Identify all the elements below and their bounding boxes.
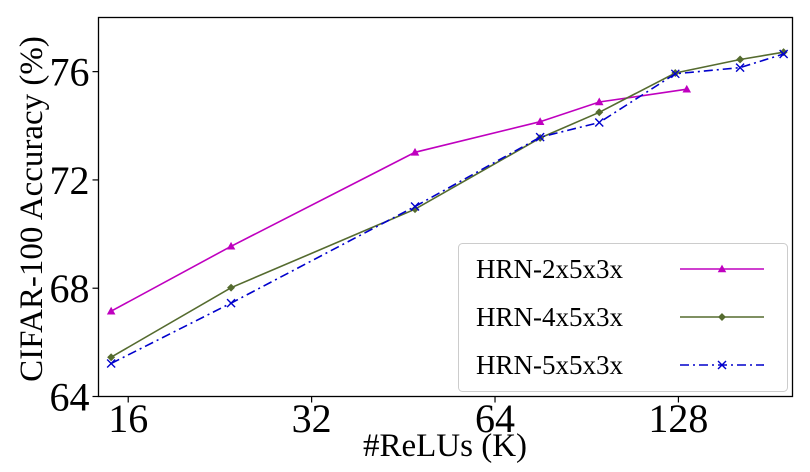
- data-point: [594, 118, 604, 128]
- marker-stroke: [717, 360, 727, 370]
- data-point: [779, 49, 789, 59]
- x-tick-label: 16: [108, 396, 148, 441]
- data-point: [410, 147, 420, 156]
- data-point: [107, 353, 116, 362]
- data-point: [735, 63, 745, 73]
- legend-swatch-marker: [717, 360, 727, 370]
- marker-stroke: [779, 49, 789, 59]
- legend: HRN-2x5x3x HRN-4x5x3x HRN-5x5x3x: [458, 243, 788, 392]
- data-point: [226, 298, 236, 308]
- legend-label: HRN-2x5x3x: [476, 254, 623, 284]
- marker-stroke: [735, 63, 745, 73]
- x-tick-label: 128: [648, 396, 708, 441]
- series-layer: [106, 48, 789, 368]
- x-axis: 16 32 64 128: [108, 396, 708, 441]
- y-tick-label: 68: [50, 266, 90, 311]
- y-axis-title: CIFAR-100 Accuracy (%): [14, 36, 50, 382]
- x-tick-label: 64: [475, 396, 515, 441]
- data-point: [226, 241, 236, 250]
- marker-stroke: [535, 132, 545, 142]
- data-point: [106, 306, 116, 315]
- series-3: [106, 49, 789, 368]
- data-point: [106, 358, 116, 368]
- legend-box: [458, 243, 788, 392]
- plot-frame: [97, 16, 794, 398]
- legend-swatch-marker: [717, 264, 727, 273]
- series-line: [110, 53, 784, 365]
- series-1: [106, 84, 692, 315]
- y-tick-label: 64: [50, 375, 90, 420]
- data-point: [535, 117, 545, 126]
- marker-stroke: [410, 201, 420, 211]
- legend-label: HRN-4x5x3x: [476, 302, 623, 332]
- data-point: [410, 201, 420, 211]
- data-point: [670, 69, 680, 79]
- series-line: [110, 88, 687, 312]
- series-line: [110, 51, 784, 358]
- marker-stroke: [226, 298, 236, 308]
- y-tick-label: 76: [50, 50, 90, 95]
- x-axis-title: #ReLUs (K): [363, 428, 527, 464]
- data-point: [594, 97, 604, 106]
- x-tick-label: 32: [292, 396, 332, 441]
- legend-swatch-marker: [718, 313, 726, 321]
- y-axis: 64 68 72 76: [50, 50, 99, 420]
- data-point: [736, 55, 745, 64]
- marker-stroke: [670, 69, 680, 79]
- legend-label: HRN-5x5x3x: [476, 350, 623, 380]
- marker-stroke: [594, 118, 604, 128]
- y-tick-label: 72: [50, 158, 90, 203]
- marker-stroke: [106, 358, 116, 368]
- data-point: [682, 84, 692, 93]
- data-point: [535, 132, 545, 142]
- data-point: [227, 283, 236, 292]
- data-point: [595, 108, 604, 117]
